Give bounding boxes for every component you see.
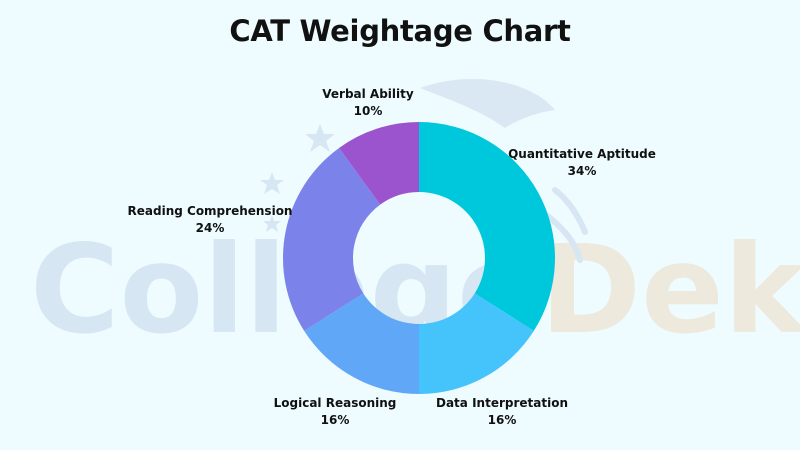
slice-label-value: 16% — [321, 413, 350, 427]
slice-data-interpretation — [419, 293, 534, 395]
slice-reading-comprehension — [283, 147, 381, 331]
slice-label-value: 16% — [488, 413, 517, 427]
slice-label-value: 24% — [196, 221, 225, 235]
watermark: CollegeDekho — [30, 79, 800, 361]
slice-label-name: Quantitative Aptitude — [508, 147, 656, 161]
star-icon — [305, 124, 335, 152]
slice-verbal-ability — [339, 122, 419, 205]
slice-logical-reasoning — [304, 293, 419, 395]
slice-label-name: Data Interpretation — [436, 396, 568, 410]
slice-label-name: Verbal Ability — [322, 87, 414, 101]
slice-labels: Quantitative Aptitude 34% Data Interpretat… — [128, 87, 656, 427]
star-icon — [263, 215, 281, 232]
slice-label-name: Reading Comprehension — [128, 204, 293, 218]
chart-title: CAT Weightage Chart — [229, 14, 571, 48]
slice-label-name: Logical Reasoning — [274, 396, 397, 410]
star-icon — [260, 172, 284, 194]
watermark-text-dekho: Dekho — [540, 219, 800, 361]
graduation-cap-icon — [420, 79, 555, 128]
slice-label-value: 34% — [568, 164, 597, 178]
slices — [283, 122, 555, 395]
slice-label-value: 10% — [354, 104, 383, 118]
slice-quantitative-aptitude — [419, 122, 555, 331]
